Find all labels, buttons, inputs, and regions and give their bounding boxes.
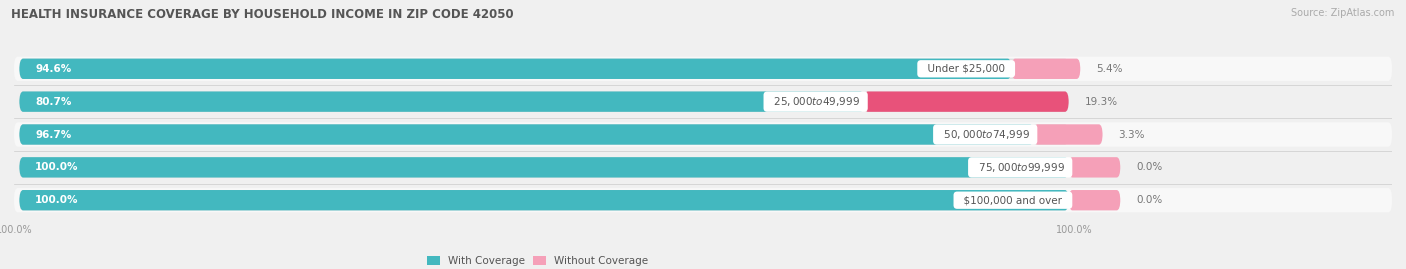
FancyBboxPatch shape (20, 59, 1011, 79)
Text: HEALTH INSURANCE COVERAGE BY HOUSEHOLD INCOME IN ZIP CODE 42050: HEALTH INSURANCE COVERAGE BY HOUSEHOLD I… (11, 8, 513, 21)
Text: 19.3%: 19.3% (1084, 97, 1118, 107)
FancyBboxPatch shape (1011, 59, 1080, 79)
FancyBboxPatch shape (20, 190, 1069, 210)
FancyBboxPatch shape (20, 157, 1069, 178)
FancyBboxPatch shape (20, 124, 1069, 145)
Text: Source: ZipAtlas.com: Source: ZipAtlas.com (1291, 8, 1395, 18)
FancyBboxPatch shape (20, 124, 1033, 145)
Text: 80.7%: 80.7% (35, 97, 72, 107)
FancyBboxPatch shape (20, 91, 1069, 112)
Text: 100.0%: 100.0% (35, 195, 79, 205)
Text: $100,000 and over: $100,000 and over (957, 195, 1069, 205)
Text: 96.7%: 96.7% (35, 129, 72, 140)
Text: Under $25,000: Under $25,000 (921, 64, 1011, 74)
FancyBboxPatch shape (20, 157, 1069, 178)
Text: 5.4%: 5.4% (1097, 64, 1123, 74)
FancyBboxPatch shape (20, 91, 865, 112)
FancyBboxPatch shape (1033, 124, 1102, 145)
FancyBboxPatch shape (14, 122, 1392, 147)
FancyBboxPatch shape (14, 57, 1392, 81)
FancyBboxPatch shape (14, 188, 1392, 212)
FancyBboxPatch shape (1069, 157, 1121, 178)
Text: $50,000 to $74,999: $50,000 to $74,999 (936, 128, 1033, 141)
Text: 3.3%: 3.3% (1119, 129, 1144, 140)
FancyBboxPatch shape (14, 90, 1392, 114)
FancyBboxPatch shape (865, 91, 1069, 112)
Text: $25,000 to $49,999: $25,000 to $49,999 (768, 95, 865, 108)
Text: 0.0%: 0.0% (1136, 162, 1163, 172)
Legend: With Coverage, Without Coverage: With Coverage, Without Coverage (423, 252, 652, 269)
Text: 0.0%: 0.0% (1136, 195, 1163, 205)
FancyBboxPatch shape (14, 155, 1392, 179)
FancyBboxPatch shape (1069, 190, 1121, 210)
Text: $75,000 to $99,999: $75,000 to $99,999 (972, 161, 1069, 174)
FancyBboxPatch shape (20, 59, 1069, 79)
FancyBboxPatch shape (20, 190, 1069, 210)
Text: 94.6%: 94.6% (35, 64, 72, 74)
Text: 100.0%: 100.0% (35, 162, 79, 172)
